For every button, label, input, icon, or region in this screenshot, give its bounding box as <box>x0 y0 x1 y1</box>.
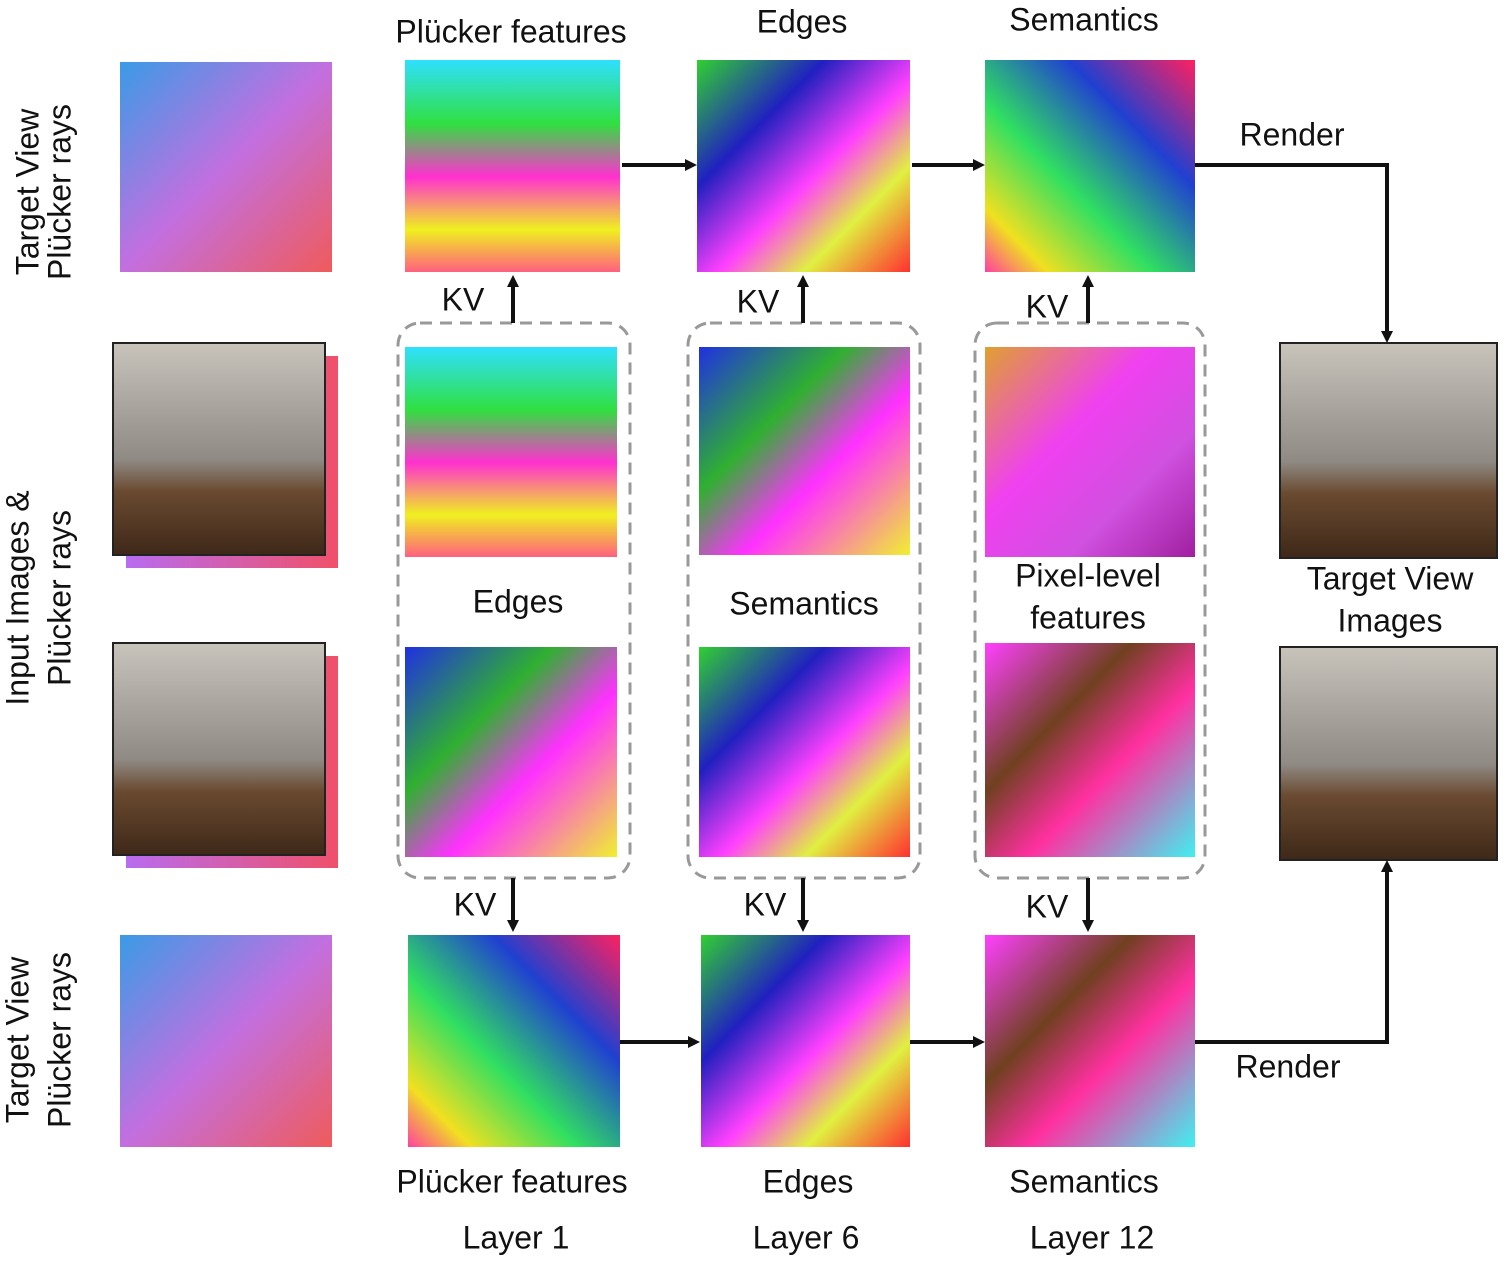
render-label: Render <box>1236 1048 1341 1084</box>
top-label: Plücker features <box>395 13 626 49</box>
middle-label: features <box>1030 599 1146 635</box>
row-label: Plücker rays <box>41 104 77 280</box>
group-box <box>973 321 1207 880</box>
feature-map <box>985 935 1195 1147</box>
middle-label: Edges <box>473 583 564 619</box>
kv-label: KV <box>442 281 485 317</box>
output-label: Images <box>1338 602 1443 638</box>
row-label: Target View <box>9 108 45 276</box>
middle-label: Pixel-level <box>1015 557 1161 593</box>
layer-label: Layer 6 <box>753 1219 860 1255</box>
middle-label: Semantics <box>729 585 878 621</box>
render-label: Render <box>1240 116 1345 152</box>
feature-map <box>408 935 620 1147</box>
row-label: Input Images & <box>0 490 35 705</box>
bottom-label: Semantics <box>1009 1163 1158 1199</box>
row-label: Plücker rays <box>41 952 77 1128</box>
row-label: Target View <box>0 956 35 1124</box>
layer-label: Layer 1 <box>463 1219 570 1255</box>
kv-label: KV <box>737 283 780 319</box>
input-image <box>112 342 326 556</box>
plucker-map <box>120 62 332 272</box>
feature-map <box>985 60 1195 272</box>
arrows <box>507 159 1393 1048</box>
input-image <box>112 642 326 856</box>
kv-label: KV <box>454 886 497 922</box>
output-label: Target View <box>1307 560 1475 596</box>
row-label: Plücker rays <box>41 510 77 686</box>
feature-map <box>985 643 1195 857</box>
top-label: Semantics <box>1009 1 1158 37</box>
plucker-map <box>120 935 332 1147</box>
feature-map <box>985 347 1195 557</box>
feature-map <box>699 347 910 555</box>
layer-label: Layer 12 <box>1030 1219 1155 1255</box>
feature-map <box>699 647 910 857</box>
kv-label: KV <box>744 886 787 922</box>
feature-map <box>405 647 617 857</box>
bottom-label: Edges <box>763 1163 854 1199</box>
bottom-label: Plücker features <box>396 1163 627 1199</box>
feature-map <box>701 935 910 1147</box>
output-image <box>1279 646 1498 861</box>
feature-map <box>405 60 620 272</box>
feature-map <box>405 347 617 557</box>
feature-map <box>697 60 910 272</box>
output-image <box>1279 342 1498 559</box>
kv-label: KV <box>1026 288 1069 324</box>
kv-label: KV <box>1026 888 1069 924</box>
top-label: Edges <box>757 3 848 39</box>
